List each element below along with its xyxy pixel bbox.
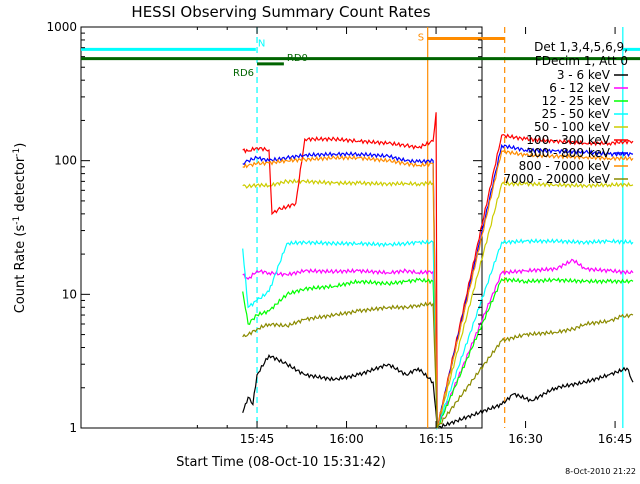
series-line <box>242 277 634 429</box>
y-label-end: ) <box>13 143 28 148</box>
legend-label: 6 - 12 keV <box>549 81 611 95</box>
x-tick-label: 16:00 <box>329 432 364 446</box>
legend-label: 25 - 50 keV <box>542 107 611 121</box>
series-line <box>242 258 634 429</box>
legend-label: 3 - 6 keV <box>557 68 611 82</box>
x-tick-label: 15:45 <box>240 432 275 446</box>
legend-label: 800 - 7000 keV <box>519 159 611 173</box>
footer-date: 8-Oct-2010 21:22 <box>565 467 636 476</box>
y-label-mid: detector <box>13 156 28 216</box>
x-axis-label: Start Time (08-Oct-10 15:31:42) <box>176 455 386 470</box>
plot-frame <box>80 26 483 429</box>
y-label-sup1: -1 <box>12 216 22 225</box>
series-line <box>242 353 634 430</box>
series-line <box>242 237 634 431</box>
legend-label: 50 - 100 keV <box>534 120 611 134</box>
y-tick-label: 1 <box>69 421 77 435</box>
flag-label: S <box>418 33 424 44</box>
plot-area <box>80 26 483 429</box>
legend-label: 100 - 300 keV <box>526 133 610 147</box>
x-tick-label: 16:45 <box>598 432 633 446</box>
y-label-sup2: -1 <box>12 148 22 157</box>
legend-label: 7000 - 20000 keV <box>503 172 610 186</box>
legend-label: 12 - 25 keV <box>542 94 611 108</box>
y-tick-label: 1000 <box>46 20 77 34</box>
y-label-main: Count Rate (s <box>13 225 28 314</box>
y-tick-label: 100 <box>54 154 77 168</box>
y-axis-label: Count Rate (s-1 detector-1) <box>12 143 28 314</box>
legend: Det 1,3,4,5,6,9, FDecim 1, Att 0 3 - 6 k… <box>503 40 628 186</box>
legend-header-line1: Det 1,3,4,5,6,9, <box>534 40 628 54</box>
chart-title: HESSI Observing Summary Count Rates <box>131 3 430 21</box>
x-tick-label: 16:30 <box>508 432 543 446</box>
flag-label: RD6 <box>233 68 254 79</box>
chart-marks <box>242 27 634 431</box>
legend-label: 300 - 800 keV <box>526 146 610 160</box>
flag-label: RD0 <box>287 53 308 64</box>
y-tick-label: 10 <box>62 287 77 301</box>
series-line <box>242 143 634 429</box>
flag-label: N <box>258 38 265 49</box>
x-tick-label: 16:15 <box>419 432 454 446</box>
legend-header-line2: FDecim 1, Att 0 <box>535 54 628 68</box>
series-line <box>242 301 634 429</box>
flag-bars: N S RD6 RD0 <box>81 33 640 79</box>
series-line <box>242 112 634 429</box>
series-line <box>242 178 634 429</box>
